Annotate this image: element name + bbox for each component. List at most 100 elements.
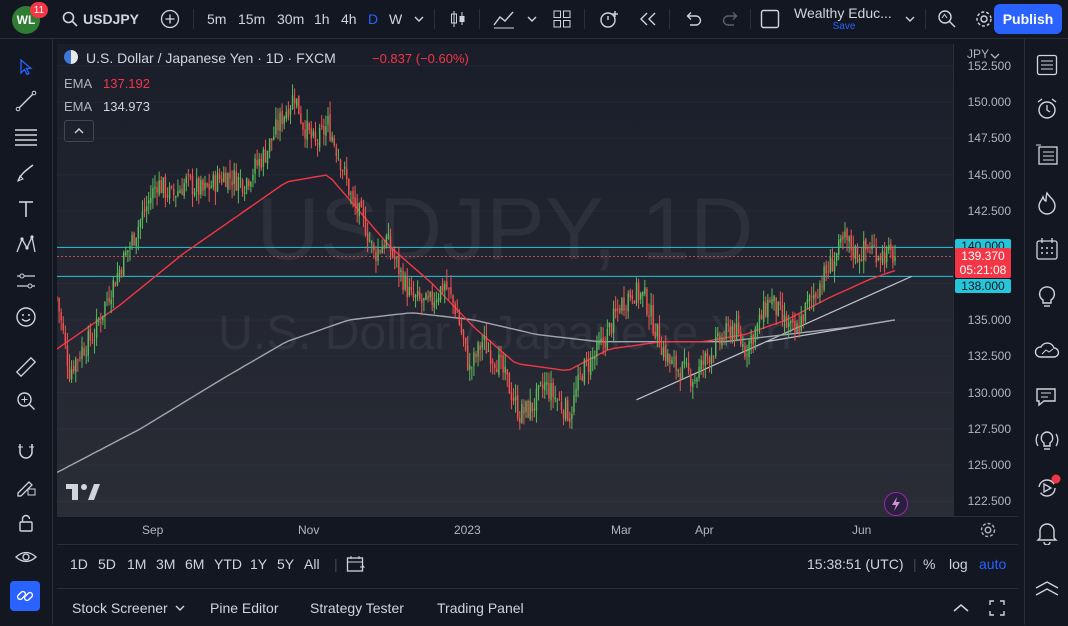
range-5d[interactable]: 5D <box>98 556 116 572</box>
publish-button[interactable]: Publish <box>994 4 1062 34</box>
quick-search-button[interactable] <box>937 0 957 38</box>
log-scale-toggle[interactable]: log <box>949 556 968 572</box>
utc-clock[interactable]: 15:38:51 (UTC) <box>807 556 904 572</box>
eye-icon <box>15 551 37 563</box>
price-label: 145.000 <box>967 167 1011 182</box>
layout-toggle[interactable] <box>760 0 780 38</box>
compare-symbol-button[interactable] <box>160 0 180 38</box>
candle-body <box>93 339 96 341</box>
notifications-button[interactable] <box>1031 517 1063 549</box>
price-chart[interactable]: USDJPY, 1D U.S. Dollar / Japanese Yen <box>57 44 953 516</box>
range-5y[interactable]: 5Y <box>277 556 295 572</box>
measure-tool[interactable] <box>10 351 42 383</box>
magnet-tool[interactable] <box>10 435 42 467</box>
data-window-button[interactable] <box>1031 139 1063 171</box>
tips-button[interactable] <box>1031 425 1063 457</box>
collapse-legend-button[interactable] <box>64 120 94 142</box>
candle-body <box>373 244 375 251</box>
ema-fast-label[interactable]: EMA <box>64 76 93 91</box>
range-all[interactable]: All <box>304 556 320 572</box>
redo-button[interactable] <box>722 0 740 38</box>
trend-line-tool[interactable] <box>10 85 42 117</box>
range-1m[interactable]: 1M <box>127 556 147 572</box>
lock-drawings-tool[interactable] <box>10 507 42 539</box>
stock-screener-dropdown[interactable] <box>175 589 185 626</box>
ideas-button[interactable] <box>1031 281 1063 313</box>
auto-scale-toggle[interactable]: auto <box>979 556 1007 572</box>
candle-body <box>108 297 110 303</box>
watchlist-button[interactable] <box>1031 49 1063 81</box>
layout-dropdown[interactable] <box>905 0 915 38</box>
candle-body <box>625 308 627 310</box>
cursor-tool[interactable] <box>10 51 42 83</box>
fib-retracement-tool[interactable] <box>10 121 42 153</box>
go-to-date-button[interactable] <box>346 545 366 583</box>
time-scale[interactable]: Sep Nov 2023 Mar Apr Jun <box>57 516 1018 543</box>
calendar-button[interactable] <box>1031 233 1063 265</box>
double-chevron-icon <box>1035 581 1059 596</box>
chats-button[interactable] <box>1031 381 1063 413</box>
collapse-sidebar-button[interactable] <box>1031 573 1063 605</box>
timeframe-5m[interactable]: 5m <box>207 11 227 27</box>
symbol-search-button[interactable]: USDJPY <box>62 0 139 38</box>
brush-tool[interactable] <box>10 157 42 189</box>
text-tool[interactable] <box>10 193 42 225</box>
sync-drawings-tool[interactable] <box>10 581 40 611</box>
timeframe-w[interactable]: W <box>389 11 403 27</box>
ruler-icon <box>15 356 37 378</box>
candle-body <box>656 323 659 337</box>
broadcast-button[interactable] <box>1031 471 1063 503</box>
gear-icon[interactable] <box>979 521 997 539</box>
candle-body <box>137 226 140 239</box>
tab-stock-screener[interactable]: Stock Screener <box>72 599 168 616</box>
timeframe-30m[interactable]: 30m <box>277 11 305 27</box>
magnet-icon <box>18 444 34 459</box>
pattern-tool[interactable] <box>10 229 42 261</box>
ema-slow-label[interactable]: EMA <box>64 99 93 114</box>
chart-type-button[interactable] <box>449 0 467 38</box>
candle-body <box>150 197 152 203</box>
collapse-panel-button[interactable] <box>953 589 969 626</box>
hotlists-button[interactable] <box>1031 187 1063 219</box>
broadcast-icon <box>1038 474 1061 497</box>
alert-button[interactable] <box>598 0 620 38</box>
templates-button[interactable] <box>553 0 571 38</box>
tab-pine-editor[interactable]: Pine Editor <box>210 599 279 616</box>
flash-news-button[interactable] <box>884 492 908 516</box>
symbol-title[interactable]: U.S. Dollar / Japanese Yen · 1D · FXCM <box>86 50 336 66</box>
timeframe-d[interactable]: D <box>368 11 379 27</box>
indicators-dropdown[interactable] <box>527 0 537 38</box>
zoom-in-tool[interactable] <box>10 385 42 417</box>
timeframe-1h[interactable]: 1h <box>314 11 330 27</box>
timeframe-4h[interactable]: 4h <box>341 11 357 27</box>
replay-button[interactable] <box>638 0 658 38</box>
range-6m[interactable]: 6M <box>185 556 205 572</box>
layout-name-button[interactable]: Wealthy Educ... Save <box>794 5 904 35</box>
tab-strategy-tester[interactable]: Strategy Tester <box>310 599 404 616</box>
percent-scale-toggle[interactable]: % <box>923 556 936 572</box>
hide-drawings-tool[interactable] <box>10 541 42 573</box>
range-ytd[interactable]: YTD <box>214 556 242 572</box>
tab-trading-panel[interactable]: Trading Panel <box>437 599 524 616</box>
undo-button[interactable] <box>684 0 702 38</box>
timeframe-dropdown[interactable] <box>414 0 424 38</box>
candle-body <box>577 374 579 391</box>
settings-button[interactable] <box>975 0 993 38</box>
chevron-down-icon[interactable] <box>990 52 1000 60</box>
prediction-tool[interactable] <box>10 265 42 297</box>
icons-tool[interactable] <box>10 301 42 333</box>
timeframe-15m[interactable]: 15m <box>238 11 266 27</box>
streams-button[interactable] <box>1031 335 1063 367</box>
maximize-panel-button[interactable] <box>989 589 1005 626</box>
indicators-button[interactable] <box>493 0 515 38</box>
alerts-button[interactable] <box>1031 93 1063 125</box>
candle-body <box>354 197 356 206</box>
candle-body <box>352 191 354 199</box>
stay-in-drawing-mode-tool[interactable] <box>10 471 42 503</box>
candle-body <box>423 298 425 301</box>
range-1d[interactable]: 1D <box>70 556 88 572</box>
candle-body <box>850 235 852 251</box>
candle-body <box>416 291 419 296</box>
range-3m[interactable]: 3M <box>156 556 176 572</box>
range-1y[interactable]: 1Y <box>250 556 268 572</box>
